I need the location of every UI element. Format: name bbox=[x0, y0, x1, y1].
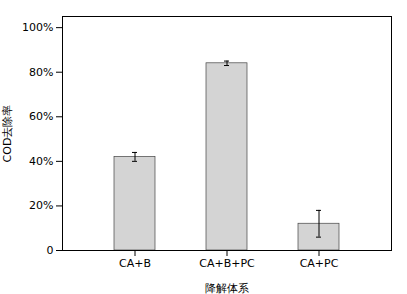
svg-text:80%: 80% bbox=[29, 66, 53, 79]
svg-text:40%: 40% bbox=[29, 155, 53, 168]
svg-text:100%: 100% bbox=[22, 21, 53, 34]
svg-text:降解体系: 降解体系 bbox=[205, 282, 249, 294]
svg-text:CA+B: CA+B bbox=[119, 257, 151, 270]
svg-text:20%: 20% bbox=[29, 199, 53, 212]
svg-text:COD去除率: COD去除率 bbox=[1, 105, 14, 163]
svg-text:60%: 60% bbox=[29, 110, 53, 123]
svg-text:CA+PC: CA+PC bbox=[300, 257, 339, 270]
svg-text:0: 0 bbox=[47, 244, 54, 257]
svg-text:CA+B+PC: CA+B+PC bbox=[199, 257, 255, 270]
